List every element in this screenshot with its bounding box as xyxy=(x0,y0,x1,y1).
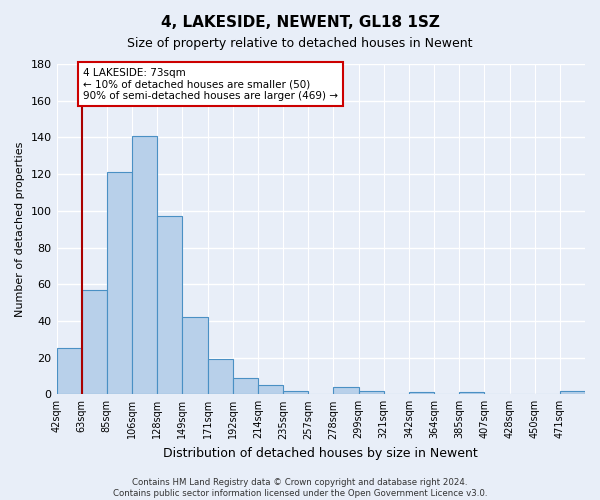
Bar xyxy=(334,387,359,394)
Bar xyxy=(409,392,434,394)
Bar xyxy=(258,385,283,394)
X-axis label: Distribution of detached houses by size in Newent: Distribution of detached houses by size … xyxy=(163,447,478,460)
Bar xyxy=(132,136,157,394)
Bar xyxy=(56,348,82,395)
Text: Size of property relative to detached houses in Newent: Size of property relative to detached ho… xyxy=(127,38,473,51)
Bar xyxy=(560,390,585,394)
Bar xyxy=(359,390,383,394)
Bar xyxy=(82,290,107,395)
Y-axis label: Number of detached properties: Number of detached properties xyxy=(15,142,25,317)
Bar xyxy=(283,390,308,394)
Text: Contains HM Land Registry data © Crown copyright and database right 2024.
Contai: Contains HM Land Registry data © Crown c… xyxy=(113,478,487,498)
Bar xyxy=(208,360,233,394)
Text: 4, LAKESIDE, NEWENT, GL18 1SZ: 4, LAKESIDE, NEWENT, GL18 1SZ xyxy=(161,15,439,30)
Bar xyxy=(459,392,484,394)
Text: 4 LAKESIDE: 73sqm
← 10% of detached houses are smaller (50)
90% of semi-detached: 4 LAKESIDE: 73sqm ← 10% of detached hous… xyxy=(83,68,338,101)
Bar xyxy=(233,378,258,394)
Bar xyxy=(157,216,182,394)
Bar xyxy=(107,172,132,394)
Bar xyxy=(182,317,208,394)
